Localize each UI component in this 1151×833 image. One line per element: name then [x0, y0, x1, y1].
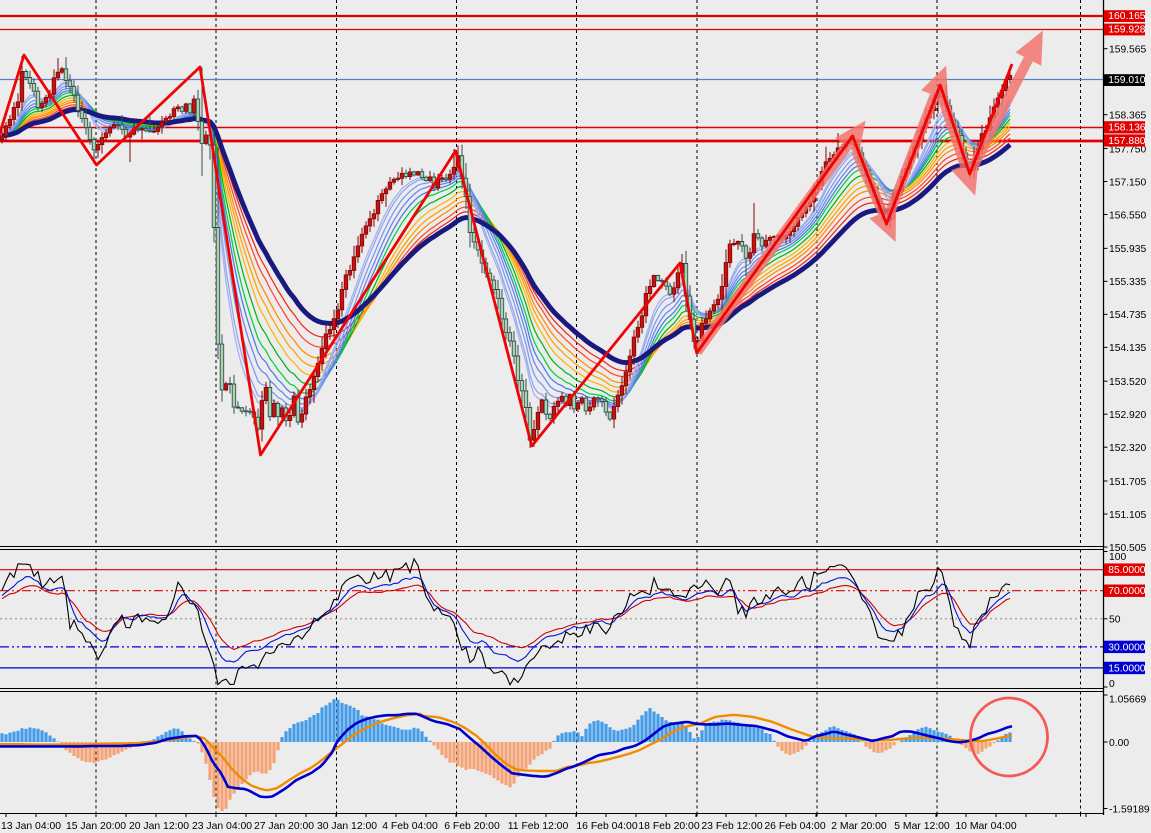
svg-text:30 Jan 12:00: 30 Jan 12:00 [317, 821, 377, 832]
svg-text:0: 0 [1109, 679, 1115, 690]
svg-text:159.565: 159.565 [1109, 45, 1146, 56]
svg-text:1.05669: 1.05669 [1109, 694, 1146, 705]
svg-text:6 Feb 20:00: 6 Feb 20:00 [444, 821, 500, 832]
svg-text:27 Jan 20:00: 27 Jan 20:00 [254, 821, 314, 832]
svg-text:2 Mar 20:00: 2 Mar 20:00 [831, 821, 887, 832]
svg-text:20 Jan 12:00: 20 Jan 12:00 [129, 821, 189, 832]
svg-text:151.705: 151.705 [1109, 477, 1146, 488]
svg-text:158.365: 158.365 [1109, 111, 1146, 122]
svg-text:154.735: 154.735 [1109, 310, 1146, 321]
svg-text:70.0000: 70.0000 [1108, 586, 1145, 597]
svg-text:152.920: 152.920 [1109, 410, 1146, 421]
svg-text:26 Feb 04:00: 26 Feb 04:00 [764, 821, 825, 832]
svg-text:11 Feb 12:00: 11 Feb 12:00 [508, 821, 569, 832]
svg-text:15 Jan 20:00: 15 Jan 20:00 [66, 821, 126, 832]
svg-text:156.550: 156.550 [1109, 210, 1146, 221]
svg-text:15.0000: 15.0000 [1108, 663, 1145, 674]
svg-text:155.935: 155.935 [1109, 244, 1146, 255]
svg-text:157.150: 157.150 [1109, 177, 1146, 188]
svg-text:160.165: 160.165 [1108, 11, 1145, 22]
svg-text:10 Mar 04:00: 10 Mar 04:00 [955, 821, 1016, 832]
svg-text:150.505: 150.505 [1109, 543, 1146, 554]
svg-text:13 Jan 04:00: 13 Jan 04:00 [1, 821, 61, 832]
svg-text:159.010: 159.010 [1108, 75, 1145, 86]
svg-text:151.105: 151.105 [1109, 510, 1146, 521]
svg-text:23 Feb 12:00: 23 Feb 12:00 [701, 821, 762, 832]
svg-text:153.520: 153.520 [1109, 377, 1146, 388]
svg-text:85.0000: 85.0000 [1108, 565, 1145, 576]
svg-text:155.335: 155.335 [1109, 277, 1146, 288]
svg-text:152.320: 152.320 [1109, 443, 1146, 454]
svg-text:30.0000: 30.0000 [1108, 642, 1145, 653]
svg-text:-1.59189: -1.59189 [1109, 804, 1150, 815]
svg-text:23 Jan 04:00: 23 Jan 04:00 [192, 821, 252, 832]
svg-text:157.880: 157.880 [1108, 136, 1145, 147]
svg-text:158.136: 158.136 [1108, 123, 1145, 134]
svg-text:16 Feb 04:00: 16 Feb 04:00 [576, 821, 637, 832]
svg-text:159.928: 159.928 [1108, 25, 1145, 36]
svg-text:5 Mar 12:00: 5 Mar 12:00 [894, 821, 950, 832]
svg-text:0.00: 0.00 [1109, 738, 1129, 749]
svg-text:4 Feb 04:00: 4 Feb 04:00 [382, 821, 438, 832]
svg-text:18 Feb 20:00: 18 Feb 20:00 [638, 821, 699, 832]
svg-text:100: 100 [1109, 552, 1126, 563]
svg-text:157.750: 157.750 [1109, 144, 1146, 155]
svg-text:50: 50 [1109, 615, 1121, 626]
svg-text:154.135: 154.135 [1109, 343, 1146, 354]
